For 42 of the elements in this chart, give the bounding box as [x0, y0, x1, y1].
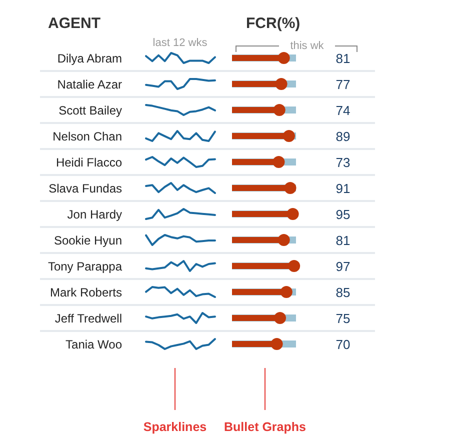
y-tick-label: Tony Parappa — [48, 260, 122, 274]
text: Bullet Graphs — [224, 420, 306, 434]
y-tick-label: Scott Bailey — [58, 104, 122, 118]
point — [288, 260, 300, 272]
data-label: 75 — [336, 311, 350, 326]
y-tick-label: Jeff Tredwell — [54, 312, 122, 326]
data-label: 81 — [336, 233, 350, 248]
point — [273, 104, 286, 116]
y-tick-label: Mark Roberts — [50, 286, 122, 300]
y-tick-label: Sookie Hyun — [54, 234, 122, 248]
data-label: 95 — [336, 207, 350, 222]
y-tick-label: Natalie Azar — [57, 78, 122, 92]
data-label: 70 — [336, 337, 350, 352]
y-tick-label: Dilya Abram — [57, 52, 122, 66]
point — [284, 182, 296, 194]
point — [280, 286, 292, 298]
data-label: 73 — [336, 155, 350, 170]
point — [282, 130, 295, 142]
y-tick-label: Nelson Chan — [52, 130, 122, 144]
data-label: 89 — [336, 129, 350, 144]
data-label: 97 — [336, 259, 350, 274]
chart-title: last 12 wks — [152, 37, 208, 49]
y-tick-label: Jon Hardy — [67, 208, 122, 222]
y-tick-label: Slava Fundas — [48, 182, 122, 196]
point — [275, 78, 288, 90]
data-label: 85 — [336, 285, 350, 300]
point — [272, 156, 285, 168]
y-axis-title: AGENT — [48, 15, 100, 32]
chart-subtitle: this wk — [290, 40, 324, 52]
point — [278, 52, 290, 64]
point — [278, 234, 290, 246]
y-tick-label: Tania Woo — [66, 338, 122, 352]
point — [270, 338, 283, 350]
data-label: 77 — [336, 77, 350, 92]
y-tick-label: Heidi Flacco — [56, 156, 122, 170]
point — [286, 208, 299, 220]
data-label: 91 — [336, 181, 350, 196]
text: Sparklines — [143, 420, 207, 434]
data-label: 81 — [336, 51, 350, 66]
chart-title: FCR(%) — [246, 15, 300, 32]
data-label: 74 — [336, 103, 350, 118]
point — [274, 312, 286, 324]
